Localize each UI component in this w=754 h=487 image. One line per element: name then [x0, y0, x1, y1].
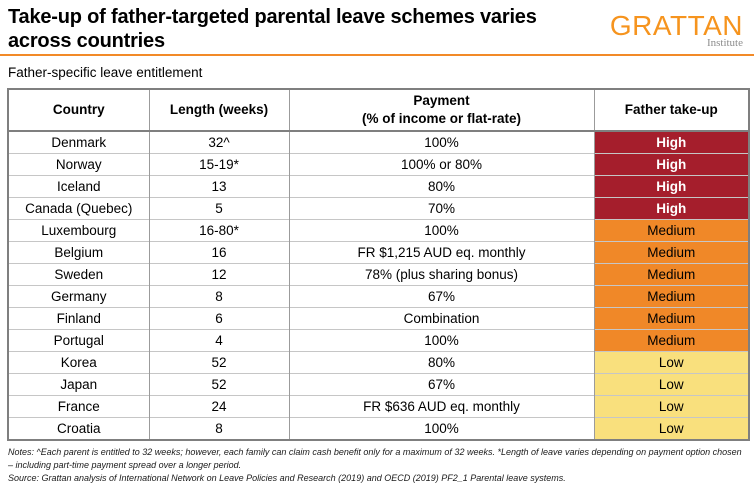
- cell-country: Iceland: [7, 175, 150, 198]
- cell-length: 52: [148, 351, 290, 374]
- grattan-logo-wordmark: GRATTAN: [609, 10, 743, 41]
- cell-payment: FR $636 AUD eq. monthly: [288, 395, 595, 418]
- cell-father-take-up: Low: [593, 395, 750, 418]
- table-row: France 24 FR $636 AUD eq. monthly Low: [7, 395, 750, 418]
- table-header-row: Country Length (weeks) Payment (% of inc…: [7, 88, 750, 132]
- cell-payment: 80%: [288, 351, 595, 374]
- cell-length: 4: [148, 329, 290, 352]
- cell-country: France: [7, 395, 150, 418]
- cell-payment: 100% or 80%: [288, 153, 595, 176]
- cell-father-take-up: High: [593, 175, 750, 198]
- cell-length: 32^: [148, 130, 290, 154]
- page-title: Take-up of father-targeted parental leav…: [8, 6, 537, 52]
- figure-footer: Notes: ^Each parent is entitled to 32 we…: [0, 441, 754, 485]
- cell-payment: 70%: [288, 197, 595, 220]
- cell-length: 15-19*: [148, 153, 290, 176]
- cell-payment: 100%: [288, 417, 595, 440]
- cell-country: Korea: [7, 351, 150, 374]
- table-row: Germany 8 67% Medium: [7, 285, 750, 308]
- cell-father-take-up: Low: [593, 417, 750, 440]
- cell-father-take-up: Medium: [593, 219, 750, 242]
- cell-length: 16-80*: [148, 219, 290, 242]
- table-row: Luxembourg 16-80* 100% Medium: [7, 219, 750, 242]
- figure-header: Take-up of father-targeted parental leav…: [0, 0, 754, 54]
- leave-schemes-table: Country Length (weeks) Payment (% of inc…: [7, 88, 750, 441]
- cell-payment: 100%: [288, 329, 595, 352]
- cell-father-take-up: Medium: [593, 329, 750, 352]
- cell-length: 8: [148, 417, 290, 440]
- cell-country: Croatia: [7, 417, 150, 440]
- notes-text: Notes: ^Each parent is entitled to 32 we…: [8, 447, 742, 471]
- grattan-logo-institute: Institute: [706, 37, 743, 49]
- table-row: Korea 52 80% Low: [7, 351, 750, 374]
- cell-payment: Combination: [288, 307, 595, 330]
- cell-length: 52: [148, 373, 290, 396]
- table-row: Portugal 4 100% Medium: [7, 329, 750, 352]
- cell-father-take-up: High: [593, 197, 750, 220]
- cell-father-take-up: Low: [593, 351, 750, 374]
- cell-country: Canada (Quebec): [7, 197, 150, 220]
- table-row: Belgium 16 FR $1,215 AUD eq. monthly Med…: [7, 241, 750, 264]
- cell-country: Germany: [7, 285, 150, 308]
- table-row: Sweden 12 78% (plus sharing bonus) Mediu…: [7, 263, 750, 286]
- grattan-logo: GRATTAN Institute: [610, 5, 746, 49]
- cell-payment: 80%: [288, 175, 595, 198]
- column-header-length: Length (weeks): [148, 88, 290, 132]
- table-row: Iceland 13 80% High: [7, 175, 750, 198]
- table-row: Croatia 8 100% Low: [7, 417, 750, 440]
- cell-length: 16: [148, 241, 290, 264]
- cell-length: 5: [148, 197, 290, 220]
- cell-country: Portugal: [7, 329, 150, 352]
- table-row: Norway 15-19* 100% or 80% High: [7, 153, 750, 176]
- cell-father-take-up: Low: [593, 373, 750, 396]
- cell-country: Denmark: [7, 130, 150, 154]
- column-header-father-take-up: Father take-up: [593, 88, 750, 132]
- cell-payment: 78% (plus sharing bonus): [288, 263, 595, 286]
- cell-length: 13: [148, 175, 290, 198]
- figure-subtitle: Father-specific leave entitlement: [8, 65, 203, 80]
- cell-length: 6: [148, 307, 290, 330]
- cell-payment: 100%: [288, 219, 595, 242]
- cell-father-take-up: Medium: [593, 241, 750, 264]
- cell-country: Finland: [7, 307, 150, 330]
- cell-payment: 100%: [288, 130, 595, 154]
- cell-father-take-up: Medium: [593, 263, 750, 286]
- source-text: Source: Grattan analysis of Internationa…: [8, 473, 566, 484]
- cell-country: Japan: [7, 373, 150, 396]
- cell-length: 8: [148, 285, 290, 308]
- table-row: Japan 52 67% Low: [7, 373, 750, 396]
- cell-father-take-up: High: [593, 130, 750, 154]
- accent-divider: [0, 54, 754, 56]
- cell-father-take-up: Medium: [593, 285, 750, 308]
- column-header-country: Country: [7, 88, 150, 132]
- cell-length: 24: [148, 395, 290, 418]
- cell-father-take-up: High: [593, 153, 750, 176]
- cell-length: 12: [148, 263, 290, 286]
- table-row: Denmark 32^ 100% High: [7, 130, 750, 154]
- table-row: Finland 6 Combination Medium: [7, 307, 750, 330]
- cell-country: Belgium: [7, 241, 150, 264]
- table-row: Canada (Quebec) 5 70% High: [7, 197, 750, 220]
- cell-father-take-up: Medium: [593, 307, 750, 330]
- cell-payment: 67%: [288, 373, 595, 396]
- cell-country: Norway: [7, 153, 150, 176]
- column-header-payment: Payment (% of income or flat-rate): [288, 88, 595, 132]
- cell-payment: FR $1,215 AUD eq. monthly: [288, 241, 595, 264]
- cell-country: Luxembourg: [7, 219, 150, 242]
- cell-payment: 67%: [288, 285, 595, 308]
- cell-country: Sweden: [7, 263, 150, 286]
